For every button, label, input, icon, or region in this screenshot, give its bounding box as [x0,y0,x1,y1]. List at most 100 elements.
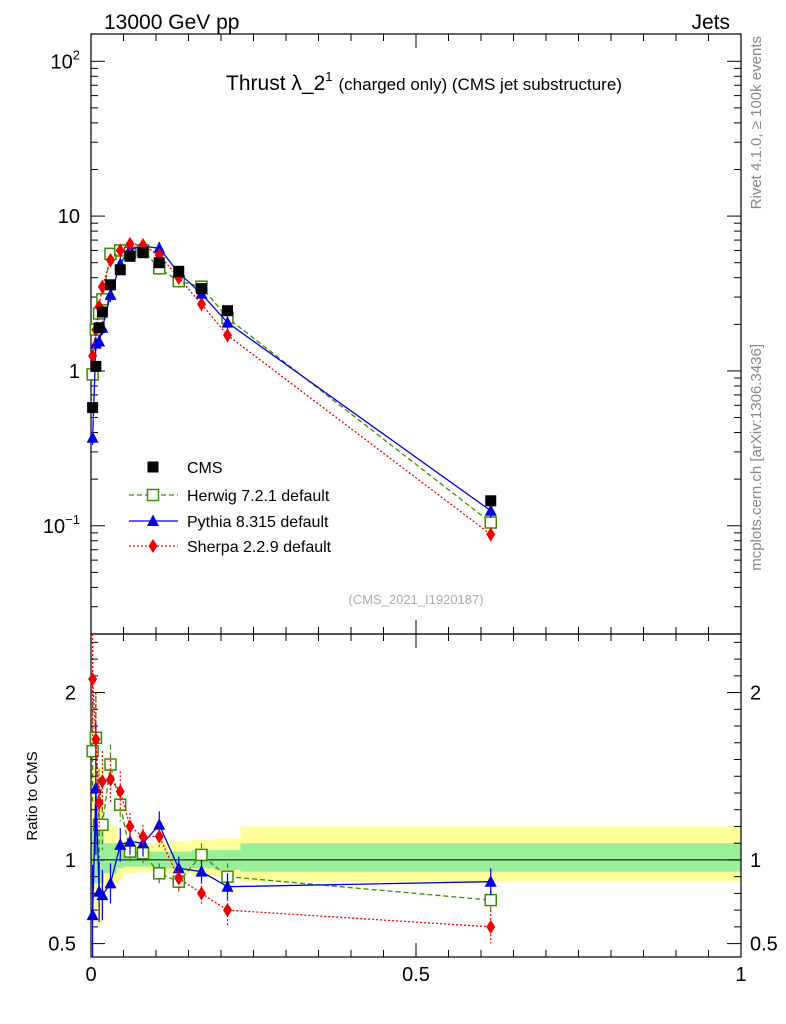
rivet-version-label: Rivet 4.1.0, ≥ 100k events [748,36,765,209]
ratio-y-tick-label-left: 1 [65,850,76,872]
x-tick-label: 0 [85,964,96,986]
main-y-tick-label: 1 [69,361,80,383]
legend-entry-sherpa: Sherpa 2.2.9 default [129,539,332,556]
main-y-tick-label: 10−1 [43,512,80,538]
ratio-point-sherpa [115,784,125,799]
data-point-pythia [93,334,106,347]
analysis-id: (CMS_2021_I1920187) [348,592,483,607]
data-point-pythia [484,504,497,516]
ratio-axis-label: Ratio to CMS [24,751,41,840]
ratio-point-herwig [86,744,99,758]
data-point-pythia [86,431,99,443]
data-point-cms [87,402,99,414]
energy-label: 13000 GeV pp [104,11,239,34]
ratio-plot-frame [90,633,742,958]
data-point-pythia [153,241,166,254]
ratio-point-pythia [195,865,208,877]
ratio-point-pythia [484,875,497,887]
green-band-1 [104,843,117,874]
ratio-point-herwig [195,848,208,862]
legend-marker-sherpa [148,539,158,553]
ratio-point-sherpa [106,772,115,787]
ratio-y-tick-label-right: 0.5 [750,934,778,956]
ratio-uncertainty-bands [91,767,741,924]
x-tick-label: 1 [735,964,746,986]
legend-entry-cms: CMS [147,460,223,477]
data-point-cms [90,360,102,372]
data-point-sherpa [88,348,98,363]
legend-label-sherpa: Sherpa 2.2.9 default [187,539,332,556]
ratio-point-herwig [153,867,166,880]
green-band-9 [240,843,741,872]
title-suffix: (charged only) (CMS jet substructure) [339,75,622,94]
ratio-point-pythia [153,818,166,830]
ratio-point-pythia [114,838,127,850]
legend-entry-herwig: Herwig 7.2.1 default [129,488,330,505]
ratio-point-sherpa [197,886,206,901]
data-point-cms [222,305,233,317]
legend-marker-cms [147,461,159,473]
data-point-sherpa [106,253,115,268]
ratio-y-tick-label-left: 0.5 [48,934,76,956]
mcplots-label: mcplots.cern.ch [arXiv:1306.3436] [748,344,765,571]
ratio-y-tick-label-right: 2 [750,683,761,705]
main-y-tick-exponent: −1 [65,512,80,527]
legend-label-herwig: Herwig 7.2.1 default [187,488,330,505]
data-point-cms [93,322,105,334]
data-point-cms [153,257,165,269]
data-point-cms [137,247,149,259]
ratio-point-sherpa [138,829,148,844]
ratio-point-sherpa [97,774,107,789]
main-y-tick-label: 10 [58,206,80,228]
series-cms [87,247,497,507]
data-point-cms [124,250,136,262]
data-point-cms [114,264,126,276]
ratio-point-sherpa [88,672,98,687]
series-herwig [86,244,497,911]
ratio-point-pythia [124,835,136,847]
legend-label-cms: CMS [187,460,223,477]
data-point-cms [105,279,116,291]
series-line-ratio-sherpa [91,679,491,928]
legend-entry-pythia: Pythia 8.315 default [129,514,329,531]
data-point-sherpa [486,527,496,542]
data-point-herwig [484,516,497,529]
data-point-sherpa [97,279,107,294]
plot-title: Thrust λ_21 (charged only) (CMS jet subst… [226,69,622,95]
data-point-sherpa [197,297,206,312]
ratio-point-sherpa [91,732,101,747]
data-point-sherpa [125,237,135,252]
ratio-point-pythia [221,880,234,892]
title-superscript: 1 [325,69,332,84]
ratio-point-sherpa [174,871,184,886]
main-y-tick-base: 10 [58,206,80,228]
ratio-y-tick-label-right: 1 [750,850,761,872]
legend-marker-herwig [146,488,160,502]
ratio-point-sherpa [223,903,232,918]
title-main: Thrust λ_2 [226,72,325,95]
data-point-cms [96,306,108,318]
main-y-tick-label: 102 [51,47,80,73]
main-y-tick-exponent: 2 [73,47,80,62]
data-point-pythia [221,316,234,328]
legend-label-pythia: Pythia 8.315 default [187,514,329,531]
ratio-point-sherpa [154,829,164,844]
data-point-cms [485,495,497,507]
ratio-y-tick-label-left: 2 [65,683,76,705]
ratio-point-herwig [96,818,109,832]
ratio-point-herwig [484,893,497,907]
x-tick-label: 0.5 [402,964,430,986]
series-layer [86,237,497,957]
legend-marker-pythia [147,514,159,526]
data-point-cms [173,265,185,277]
legend: CMS Herwig 7.2.1 default Pythia 8.315 defa… [129,460,332,556]
main-y-tick-base: 10 [51,51,73,73]
ratio-point-pythia [104,876,117,889]
main-y-tick-base: 10 [43,516,65,538]
data-point-pythia [104,288,117,300]
ratio-point-pythia [86,908,99,921]
ratio-point-sherpa [125,819,135,834]
category-label: Jets [691,11,730,34]
